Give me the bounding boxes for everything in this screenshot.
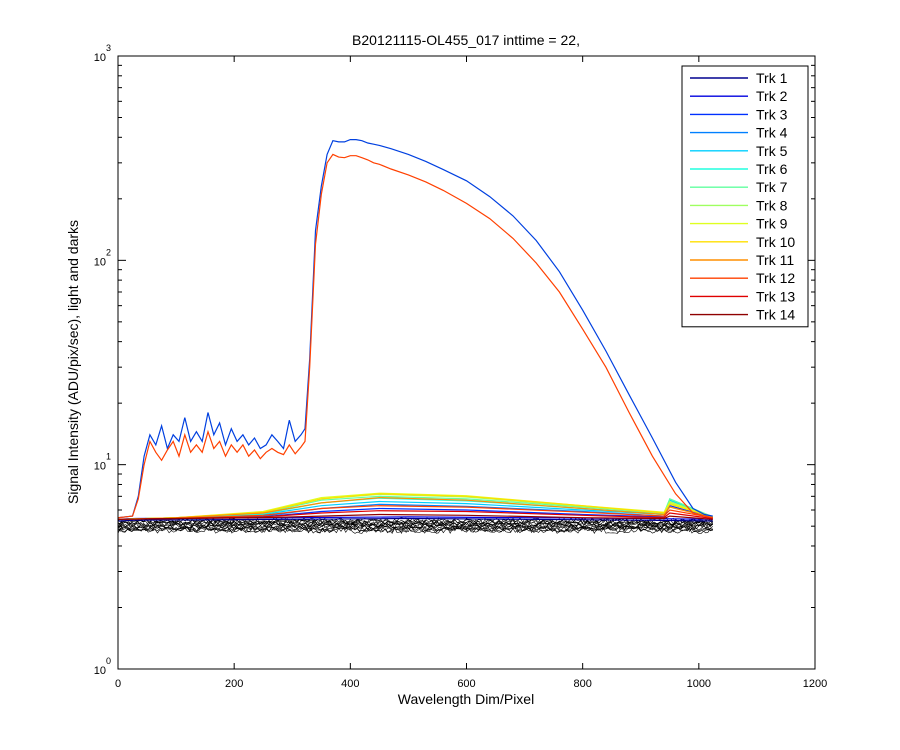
y-axis-label: Signal Intensity (ADU/pix/sec), light an… (65, 220, 81, 504)
series-lines (117, 139, 714, 522)
series-line-14 (117, 513, 713, 520)
x-tick-label: 200 (225, 678, 243, 690)
y-tick-label-base: 10 (94, 665, 106, 677)
series-line-12 (117, 505, 713, 520)
legend-label: Trk 12 (756, 270, 795, 286)
y-tick-label-exp: 2 (106, 247, 111, 257)
legend-label: Trk 2 (756, 88, 788, 104)
legend-label: Trk 5 (756, 143, 788, 159)
dark-trace (117, 523, 713, 530)
legend-label: Trk 14 (756, 307, 795, 323)
legend-label: Trk 7 (756, 179, 788, 195)
legend-box (681, 65, 809, 328)
series-line-1 (117, 517, 713, 522)
y-tick-label-base: 10 (94, 256, 106, 268)
dark-trace (117, 520, 714, 527)
dark-trace (118, 517, 714, 525)
series-line-11 (117, 496, 713, 520)
x-tick-label: 1000 (687, 678, 711, 690)
legend-label: Trk 8 (756, 197, 788, 213)
dark-frames-band (117, 517, 714, 534)
x-tick-label: 1200 (803, 678, 827, 690)
legend-label: Trk 4 (756, 125, 788, 141)
y-tick-label-base: 10 (94, 52, 106, 64)
x-tick-label: 800 (573, 678, 591, 690)
dark-trace (117, 522, 714, 529)
y-tick-label-exp: 3 (106, 43, 111, 53)
x-tick-label: 0 (115, 678, 121, 690)
x-tick-label: 600 (457, 678, 475, 690)
y-tick-label-exp: 0 (106, 656, 111, 666)
legend-label: Trk 1 (756, 70, 788, 86)
dark-trace (117, 525, 713, 532)
legend-label: Trk 10 (756, 234, 795, 250)
x-tick-label: 400 (341, 678, 359, 690)
series-line-15 (117, 139, 713, 519)
y-tick-label-exp: 1 (106, 452, 111, 462)
legend-label: Trk 6 (756, 161, 788, 177)
chart-title: B20121115-OL455_017 inttime = 22, (352, 32, 580, 48)
dark-trace (117, 526, 713, 534)
legend-label: Trk 11 (756, 252, 794, 268)
legend-label: Trk 9 (756, 216, 788, 232)
legend: Trk 1 Trk 2 Trk 3 Trk 4 Trk 5 Trk 6 Trk 7 Trk 8… (681, 65, 809, 328)
legend-label: Trk 13 (756, 288, 795, 304)
legend-label: Trk 3 (756, 106, 788, 122)
y-tick-label-base: 10 (94, 461, 106, 473)
dark-trace (117, 525, 713, 533)
x-axis-label: Wavelength Dim/Pixel (398, 691, 534, 707)
dark-trace (117, 517, 713, 524)
series-line-16 (117, 153, 713, 519)
